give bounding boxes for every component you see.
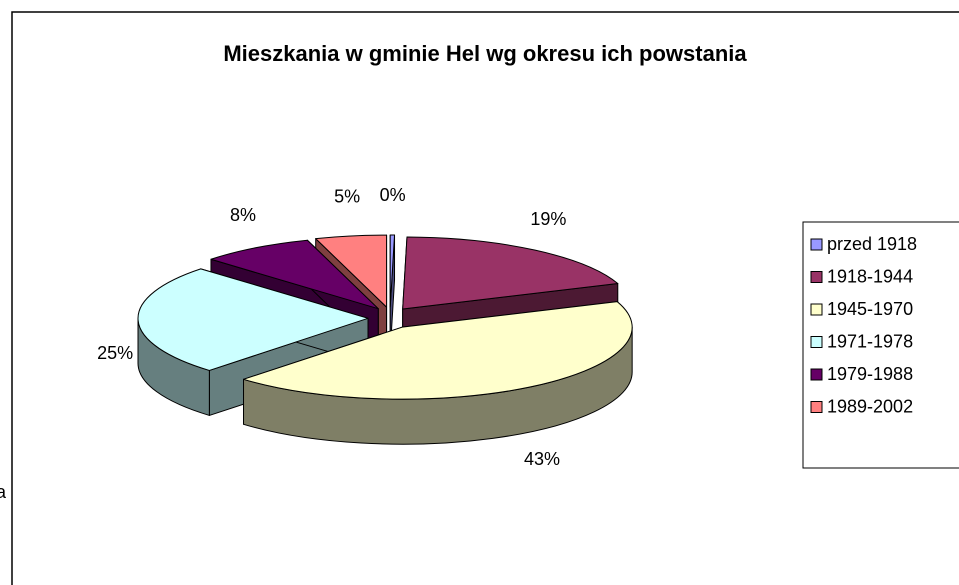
legend-label: 1918-1944 [827, 266, 913, 286]
legend-box [802, 221, 959, 469]
data-label: 8% [230, 205, 256, 225]
data-label: 43% [524, 449, 560, 469]
slice [210, 239, 379, 310]
legend-label: 1989-2002 [827, 396, 913, 416]
legend-swatch [810, 401, 823, 413]
data-label: 25% [97, 343, 133, 363]
slice [402, 236, 619, 310]
legend-swatch [810, 238, 823, 251]
chart-title: Mieszkania w gminie Hel wg okresu ich po… [223, 41, 747, 66]
legend-swatch [810, 336, 823, 348]
legend-label: 1971-1978 [827, 331, 913, 351]
data-label: 5% [334, 186, 360, 206]
data-label: 19% [530, 209, 566, 229]
data-label: 0% [380, 185, 406, 205]
legend-label: 1945-1970 [827, 299, 913, 319]
legend-label: przed 1918 [827, 234, 917, 254]
slice [315, 234, 388, 308]
legend-label: 1979-1988 [827, 364, 913, 384]
slice [389, 234, 396, 308]
slice [243, 301, 633, 400]
legend-swatch [810, 271, 823, 283]
legend-swatch [810, 368, 823, 381]
legend-swatch [810, 303, 823, 316]
slice [137, 268, 369, 371]
background-text: ia [0, 482, 7, 502]
